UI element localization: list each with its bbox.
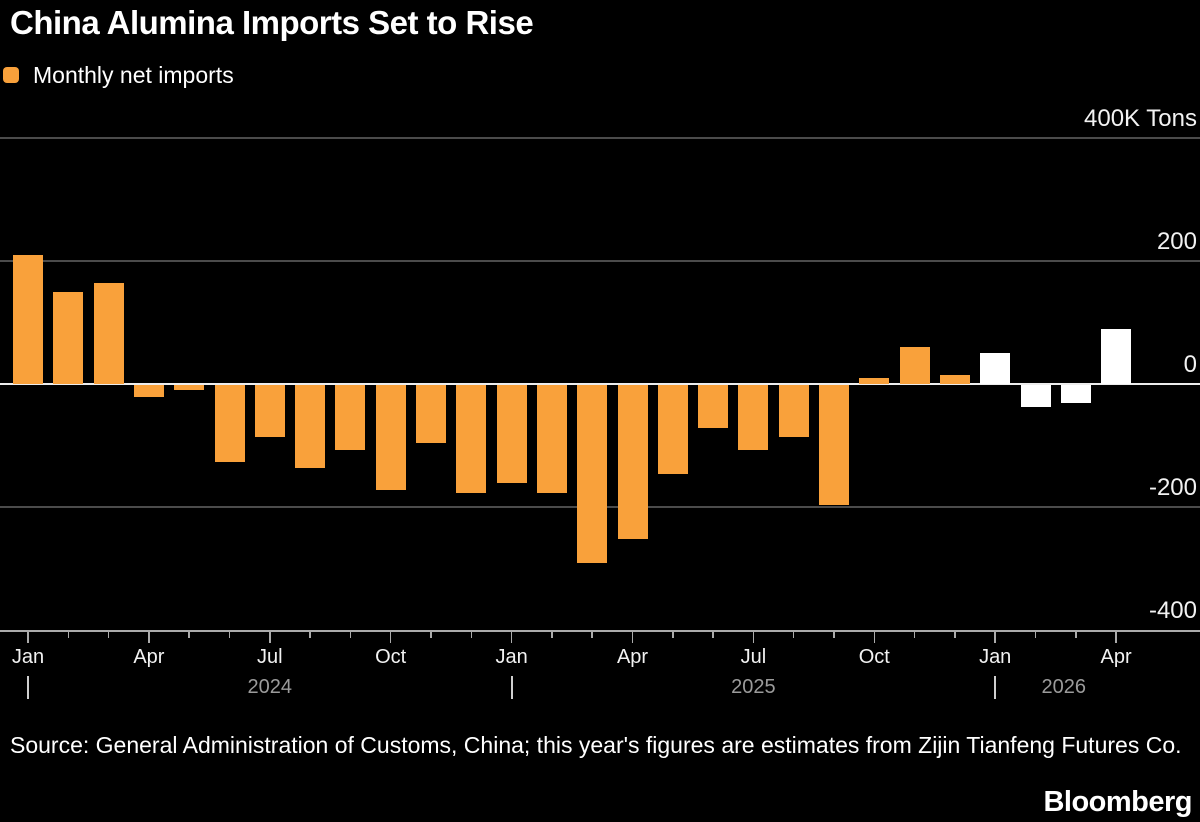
source-note: Source: General Administration of Custom… <box>10 731 1195 760</box>
year-separator <box>994 676 997 699</box>
x-tick-major <box>389 632 392 643</box>
x-tick-minor <box>309 632 311 638</box>
bar-Nov-2024 <box>416 385 446 444</box>
bar-Oct-2025 <box>859 377 890 384</box>
x-tick-minor <box>67 632 70 638</box>
month-label-Jul-2024: Jul <box>257 646 283 668</box>
bar-May-2024 <box>174 385 205 390</box>
bar-Feb-2025 <box>536 385 567 493</box>
x-tick-minor <box>792 632 795 638</box>
x-tick-major <box>269 632 271 643</box>
x-tick-minor <box>107 632 110 638</box>
y-axis-label-0: 0 <box>1183 351 1197 378</box>
bar-Apr-2025 <box>617 385 648 539</box>
bar-Aug-2024 <box>295 385 326 469</box>
gridline-200 <box>0 260 1200 262</box>
bar-Feb-2024 <box>53 291 84 384</box>
year-label-2024: 2024 <box>247 676 293 698</box>
chart-title: China Alumina Imports Set to Rise <box>10 4 534 41</box>
bar-Jul-2024 <box>254 385 285 438</box>
legend-swatch-icon <box>3 67 19 83</box>
month-label-Apr-2026: Apr <box>1100 646 1132 668</box>
year-label-2025: 2025 <box>731 676 776 698</box>
x-tick-minor <box>228 632 231 638</box>
bar-Aug-2025 <box>778 385 809 438</box>
x-tick-major <box>994 632 996 643</box>
x-tick-major <box>752 632 755 643</box>
month-label-Oct-2025: Oct <box>858 646 890 668</box>
bar-Oct-2024 <box>375 385 406 490</box>
x-tick-major <box>148 632 150 643</box>
x-tick-minor <box>954 632 956 638</box>
legend-label: Monthly net imports <box>33 62 234 88</box>
month-label-Apr-2024: Apr <box>133 646 165 668</box>
x-tick-minor <box>672 632 674 638</box>
bar-Apr-2026 <box>1101 328 1132 384</box>
x-tick-major <box>631 632 634 643</box>
month-label-Jan-2025: Jan <box>495 646 528 668</box>
bar-Apr-2024 <box>133 385 164 398</box>
y-axis-label--200: -200 <box>1148 474 1197 501</box>
source-line-1: Source: General Administration of Custom… <box>10 732 1055 758</box>
bar-Feb-2026 <box>1020 385 1051 407</box>
y-axis-label--400: -400 <box>1148 597 1197 624</box>
x-tick-major <box>510 632 513 643</box>
x-axis-line <box>0 630 1200 632</box>
month-label-Jan-2024: Jan <box>11 646 45 668</box>
bar-Mar-2026 <box>1060 385 1091 404</box>
bar-Jun-2024 <box>214 385 245 462</box>
x-tick-minor <box>833 632 835 638</box>
x-tick-minor <box>470 632 473 638</box>
x-tick-minor <box>712 632 714 638</box>
source-line-2: Futures Co. <box>1061 732 1182 758</box>
bar-Jan-2024 <box>13 254 43 384</box>
x-tick-minor <box>913 632 916 638</box>
year-separator <box>27 676 29 699</box>
bar-Dec-2025 <box>939 374 970 384</box>
bloomberg-logo: Bloomberg <box>1043 786 1192 818</box>
x-tick-major <box>1115 632 1117 643</box>
bar-Mar-2025 <box>577 385 608 564</box>
month-label-Jan-2026: Jan <box>979 646 1012 668</box>
bar-Jun-2025 <box>698 385 729 429</box>
x-tick-minor <box>188 632 190 638</box>
month-label-Apr-2025: Apr <box>616 646 649 668</box>
zero-line <box>0 383 1200 385</box>
x-tick-minor <box>430 632 432 638</box>
bar-Jan-2026 <box>980 353 1011 384</box>
bar-Jul-2025 <box>738 385 769 450</box>
bar-Mar-2024 <box>93 282 124 384</box>
x-tick-minor <box>1075 632 1077 638</box>
year-separator <box>510 676 513 699</box>
y-axis-label-400: 400K Tons <box>1084 105 1197 132</box>
gridline-400 <box>0 137 1200 139</box>
x-tick-minor <box>551 632 553 638</box>
bar-Sep-2025 <box>819 385 849 505</box>
x-tick-major <box>873 632 876 643</box>
x-tick-minor <box>349 632 352 638</box>
year-label-2026: 2026 <box>1041 676 1086 698</box>
y-axis-label-200: 200 <box>1156 228 1197 255</box>
bar-Sep-2024 <box>335 385 366 450</box>
bar-May-2025 <box>657 385 688 475</box>
x-tick-minor <box>591 632 593 638</box>
bar-Dec-2024 <box>456 385 487 493</box>
month-label-Oct-2024: Oct <box>375 646 407 668</box>
month-label-Jul-2025: Jul <box>740 646 767 668</box>
x-tick-minor <box>1034 632 1037 638</box>
x-tick-major <box>27 632 29 643</box>
bar-Jan-2025 <box>496 385 527 484</box>
bar-Nov-2025 <box>899 347 930 384</box>
